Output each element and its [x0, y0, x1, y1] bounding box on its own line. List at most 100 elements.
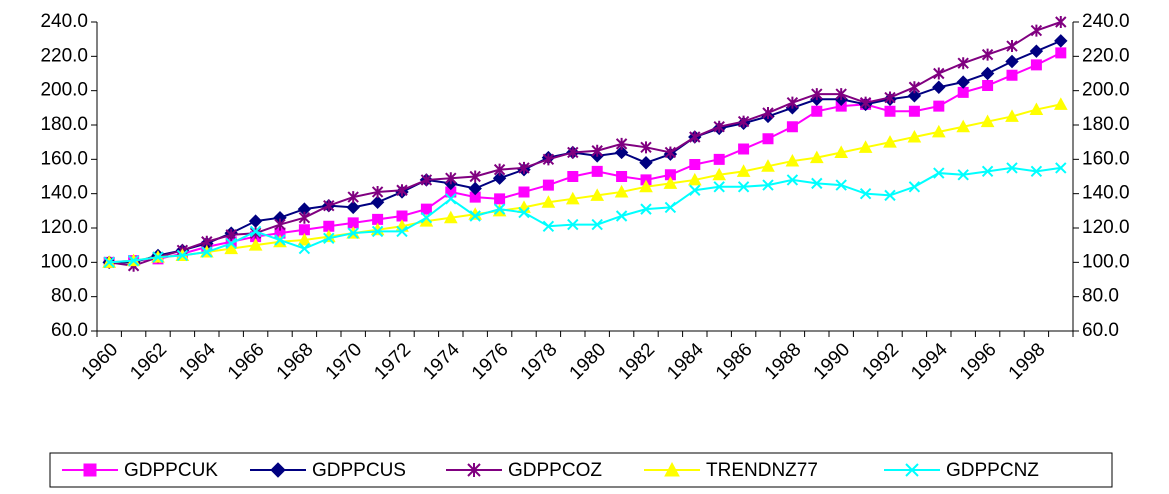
marker: [908, 105, 920, 117]
marker: [614, 145, 629, 160]
marker: [248, 238, 263, 251]
marker: [371, 185, 384, 198]
marker: [957, 57, 969, 70]
marker: [274, 227, 286, 239]
y-tick-label: 200.0: [40, 80, 88, 101]
marker: [884, 105, 896, 117]
marker: [884, 189, 896, 202]
marker: [591, 218, 603, 231]
marker: [1030, 59, 1042, 71]
series: [103, 162, 1067, 269]
marker: [883, 135, 897, 148]
marker: [420, 203, 432, 215]
legend-label: GDPPCUS: [312, 460, 406, 481]
marker: [957, 86, 969, 98]
marker: [567, 218, 579, 231]
marker: [347, 227, 359, 239]
marker: [786, 121, 798, 133]
y2-tick-label: 100.0: [1082, 251, 1130, 272]
marker: [225, 228, 237, 241]
marker: [859, 187, 872, 200]
marker: [786, 174, 799, 186]
marker: [420, 211, 433, 224]
marker: [591, 144, 603, 157]
marker: [1006, 162, 1018, 174]
marker: [1055, 16, 1067, 28]
series-line: [109, 103, 1062, 264]
marker: [908, 81, 921, 94]
marker: [371, 225, 384, 238]
marker: [664, 461, 680, 477]
marker: [615, 210, 628, 222]
marker: [933, 167, 945, 179]
legend-label: GDPPCOZ: [508, 460, 602, 481]
x-tick-label: 1990: [810, 339, 855, 384]
marker: [884, 91, 896, 104]
marker: [591, 165, 603, 177]
y2-tick-label: 220.0: [1082, 45, 1130, 66]
marker: [445, 193, 457, 205]
marker: [323, 232, 335, 245]
x-tick-label: 1980: [566, 339, 611, 384]
x-tick-label: 1968: [273, 339, 318, 384]
marker: [615, 137, 628, 150]
marker: [248, 214, 263, 228]
marker: [1029, 44, 1044, 58]
marker: [980, 66, 995, 81]
x-tick-label: 1986: [712, 339, 757, 384]
x-tick-label: 1962: [126, 339, 171, 384]
marker: [298, 242, 311, 255]
marker: [835, 88, 847, 101]
marker: [664, 201, 677, 214]
marker: [980, 114, 995, 128]
marker: [249, 225, 262, 238]
x-tick-label: 1984: [663, 339, 708, 384]
marker: [542, 153, 555, 166]
y2-tick-label: 140.0: [1082, 183, 1130, 204]
marker: [811, 105, 823, 117]
marker: [1055, 162, 1067, 174]
marker: [1054, 34, 1068, 48]
y-tick-label: 160.0: [40, 148, 88, 169]
marker: [616, 171, 628, 182]
marker: [907, 89, 922, 103]
marker: [664, 169, 676, 181]
marker: [298, 211, 311, 224]
marker: [639, 156, 653, 170]
x-tick-label: 1998: [1005, 339, 1050, 384]
marker: [347, 191, 359, 204]
x-tick-label: 1970: [322, 339, 367, 384]
y-tick-label: 240.0: [40, 11, 88, 32]
marker: [176, 249, 189, 262]
marker: [932, 80, 946, 94]
marker: [689, 158, 701, 170]
marker: [905, 463, 919, 477]
marker: [614, 184, 629, 198]
marker: [809, 150, 824, 164]
series-line: [109, 39, 1062, 264]
marker: [445, 172, 457, 185]
marker: [931, 124, 946, 138]
marker: [542, 220, 555, 232]
marker: [736, 164, 751, 177]
legend-label: TRENDNZ77: [706, 460, 818, 481]
marker: [274, 218, 286, 231]
x-tick-label: 1978: [517, 339, 562, 384]
marker: [907, 129, 922, 143]
marker: [811, 177, 823, 190]
marker: [858, 140, 873, 153]
marker: [786, 96, 799, 109]
marker: [83, 463, 97, 477]
marker: [664, 146, 677, 159]
marker: [347, 217, 359, 229]
marker: [762, 133, 774, 145]
marker: [103, 256, 115, 269]
marker: [567, 171, 579, 182]
marker: [274, 234, 286, 246]
x-tick-label: 1996: [956, 339, 1001, 384]
marker: [737, 181, 750, 193]
marker: [420, 173, 433, 186]
x-tick-label: 1994: [907, 339, 952, 384]
x-tick-label: 1976: [468, 339, 513, 384]
